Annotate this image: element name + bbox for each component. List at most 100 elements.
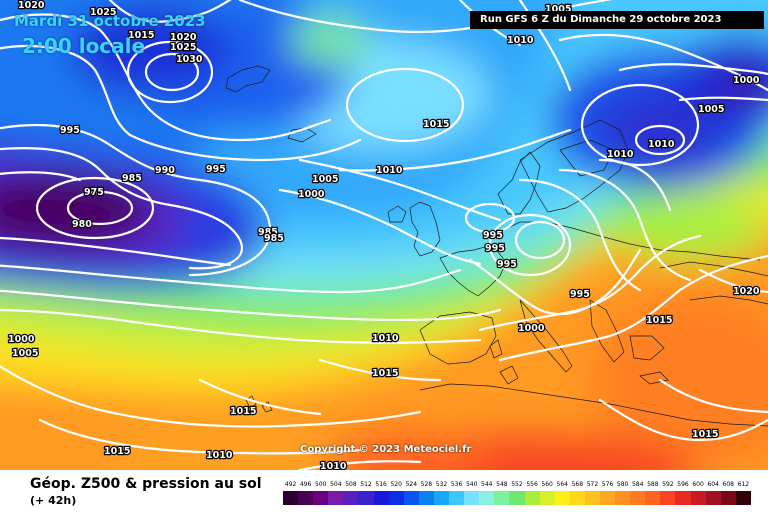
- legend-swatch: [720, 491, 736, 505]
- legend-value: 520: [390, 481, 402, 488]
- legend-swatch: [298, 491, 314, 505]
- isobar-label: 1010: [320, 461, 347, 470]
- isobar-label: 975: [84, 187, 104, 198]
- legend-value: 492: [284, 481, 297, 488]
- legend-value: 528: [420, 481, 433, 488]
- legend-value: 580: [616, 481, 629, 488]
- isobar-label: 1015: [128, 30, 154, 41]
- legend-swatch: [524, 491, 540, 505]
- forecast-time: 2:00 locale: [22, 34, 146, 58]
- isobar-label: 1020: [18, 0, 45, 11]
- isobar-label: 1005: [312, 174, 338, 185]
- isobar-label: 995: [483, 230, 503, 241]
- legend-swatch: [449, 491, 465, 505]
- legend-swatch: [494, 491, 510, 505]
- isobar-label: 1030: [176, 54, 203, 65]
- legend-value: 524: [405, 481, 418, 488]
- legend-swatch: [313, 491, 329, 505]
- isobar-label: 1015: [372, 368, 398, 379]
- isobar-label: 1025: [170, 42, 196, 53]
- isobar-labels: 1020 1025 1015 1020 1025 1030 1005 1010 …: [7, 0, 761, 470]
- legend-swatch: [675, 491, 691, 505]
- weather-map: 1020 1025 1015 1020 1025 1030 1005 1010 …: [0, 0, 768, 470]
- isobar-label: 995: [485, 243, 505, 254]
- legend-swatch: [509, 491, 525, 505]
- legend-value: 596: [677, 481, 689, 488]
- legend-value: 560: [541, 481, 553, 488]
- legend-value: 512: [360, 481, 372, 488]
- isobar-label: 995: [570, 289, 590, 300]
- copyright-text: Copyright © 2023 Meteociel.fr: [300, 444, 472, 455]
- legend-labels: 492 496 500 504 508 512 516 520 524 528 532 536 540 5…: [283, 480, 751, 490]
- legend-swatch: [599, 491, 616, 505]
- forecast-lead-time: (+ 42h): [30, 494, 77, 507]
- isobar-label: 995: [60, 125, 80, 136]
- isobar-label: 990: [155, 165, 175, 176]
- legend-swatch: [569, 491, 585, 505]
- legend-value: 612: [737, 481, 750, 488]
- legend-value: 556: [526, 481, 538, 488]
- isobar-label: 1010: [648, 139, 675, 150]
- isobar-label: 1010: [206, 450, 233, 461]
- legend-value: 588: [647, 481, 659, 488]
- legend-swatch: [328, 491, 344, 505]
- legend-swatch: [403, 491, 419, 505]
- legend-swatch: [584, 491, 600, 505]
- color-legend: 492 496 500 504 508 512 516 520 524 528 532 536 540 5…: [283, 480, 751, 506]
- forecast-date: Mardi 31 octobre 2023: [14, 12, 206, 30]
- legend-swatch: [645, 491, 661, 505]
- legend-swatch: [735, 491, 751, 505]
- isobar-label: 1010: [376, 165, 403, 176]
- legend-swatch: [464, 491, 480, 505]
- legend-value: 604: [707, 481, 719, 488]
- model-run-label: Run GFS 6 Z du Dimanche 29 octobre 2023: [470, 11, 764, 29]
- isobar-label: 1015: [692, 429, 718, 440]
- isobar-label: 1010: [507, 35, 534, 46]
- isobar-label: 1010: [372, 333, 399, 344]
- legend-swatch: [554, 491, 570, 505]
- legend-value: 516: [375, 481, 387, 488]
- isobar-label: 1025: [90, 7, 116, 18]
- legend-value: 540: [465, 481, 478, 488]
- legend-value: 536: [450, 481, 463, 488]
- isobar-lines: [0, 0, 768, 470]
- legend-swatch: [433, 491, 450, 505]
- isobar-label: 1000: [8, 334, 35, 345]
- isobar-label: 1010: [607, 149, 634, 160]
- map-parameter-title: Géop. Z500 & pression au sol: [30, 476, 262, 492]
- legend-swatch: [615, 491, 631, 505]
- isobar-label: 1005: [698, 104, 724, 115]
- isobar-label: 1015: [423, 119, 449, 130]
- legend-value: 608: [722, 481, 734, 488]
- isobar-label: 1000: [733, 75, 760, 86]
- isobar-label: 985: [258, 227, 278, 238]
- legend-value: 548: [496, 481, 508, 488]
- legend-swatch: [479, 491, 495, 505]
- isobar-label: 1015: [646, 315, 672, 326]
- legend-swatch: [539, 491, 555, 505]
- legend-value: 500: [315, 481, 327, 488]
- legend-swatch: [358, 491, 374, 505]
- isobar-label: 1000: [518, 323, 545, 334]
- isobar-label: 995: [206, 164, 226, 175]
- legend-swatch: [705, 491, 721, 505]
- legend-swatch: [388, 491, 404, 505]
- legend-value: 496: [299, 481, 312, 488]
- isobar-label: 1005: [12, 348, 38, 359]
- legend-swatch: [373, 491, 389, 505]
- isobar-label: 985: [264, 233, 284, 244]
- legend-color-scale: [283, 491, 751, 505]
- legend-value: 532: [435, 481, 448, 488]
- isobar-label: 1015: [230, 406, 256, 417]
- legend-swatch: [343, 491, 359, 505]
- isobar-label: 1015: [104, 446, 130, 457]
- legend-swatch: [283, 491, 299, 505]
- map-canvas: 1020 1025 1015 1020 1025 1030 1005 1010 …: [0, 0, 768, 470]
- legend-value: 568: [571, 481, 584, 488]
- isobar-label: 1020: [733, 286, 760, 297]
- legend-value: 508: [345, 481, 357, 488]
- legend-value: 572: [586, 481, 599, 488]
- legend-value: 504: [330, 481, 342, 488]
- isobar-label: 995: [497, 259, 517, 270]
- legend-swatch: [630, 491, 646, 505]
